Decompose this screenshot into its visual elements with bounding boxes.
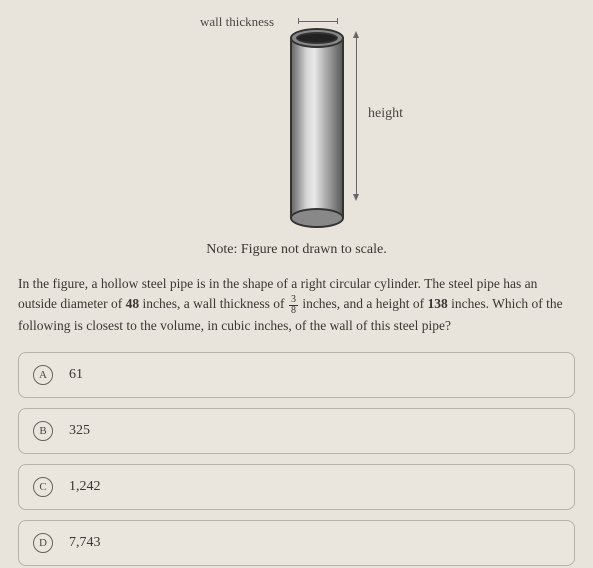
wall-thickness-label: wall thickness xyxy=(200,14,274,30)
option-text: 61 xyxy=(69,367,83,383)
option-text: 7,743 xyxy=(69,535,101,551)
option-letter: A xyxy=(33,365,53,385)
option-text: 325 xyxy=(69,423,90,439)
option-d[interactable]: D 7,743 xyxy=(18,520,575,566)
wall-thickness-indicator xyxy=(298,18,338,24)
fraction-numerator: 3 xyxy=(289,295,298,306)
fraction-denominator: 8 xyxy=(289,306,298,316)
question-diameter: 48 xyxy=(126,296,140,311)
option-c[interactable]: C 1,242 xyxy=(18,464,575,510)
option-letter: D xyxy=(33,533,53,553)
question-part-2: inches, a wall thickness of xyxy=(139,296,288,311)
cylinder-bottom xyxy=(290,208,344,228)
question-part-3: inches, and a height of xyxy=(299,296,428,311)
cylinder-body xyxy=(290,38,344,218)
option-b[interactable]: B 325 xyxy=(18,408,575,454)
height-label: height xyxy=(368,106,403,122)
options-list: A 61 B 325 C 1,242 D 7,743 xyxy=(0,352,593,566)
fraction: 38 xyxy=(289,295,298,316)
option-text: 1,242 xyxy=(69,479,101,495)
option-letter: B xyxy=(33,421,53,441)
option-a[interactable]: A 61 xyxy=(18,352,575,398)
cylinder-top-inner xyxy=(296,32,338,44)
height-indicator xyxy=(356,36,357,196)
option-letter: C xyxy=(33,477,53,497)
figure-area: wall thickness height xyxy=(0,0,593,270)
question-text: In the figure, a hollow steel pipe is in… xyxy=(0,274,593,336)
question-height: 138 xyxy=(428,296,448,311)
